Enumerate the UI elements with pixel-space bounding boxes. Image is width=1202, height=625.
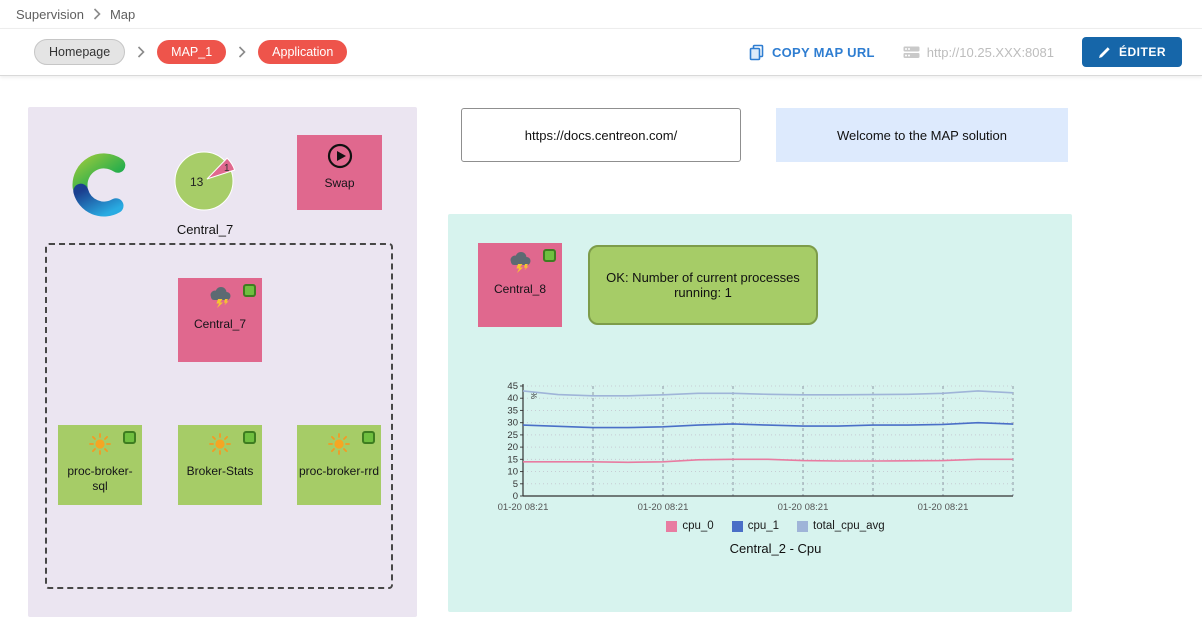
- status-ok-icon: [243, 284, 256, 297]
- svg-text:0: 0: [513, 491, 518, 502]
- svg-text:35: 35: [507, 405, 518, 416]
- pie-value-major: 13: [190, 175, 204, 189]
- right-map-panel: Central_8 OK: Number of current processe…: [448, 214, 1072, 612]
- svg-text:25: 25: [507, 430, 518, 441]
- legend-item-cpu-1: cpu_1: [731, 520, 780, 532]
- server-icon: [903, 46, 920, 58]
- breadcrumb-supervision[interactable]: Supervision: [16, 6, 84, 22]
- node-label: Central_7: [193, 317, 247, 331]
- legend-label: total_cpu_avg: [813, 520, 885, 532]
- svg-text:15: 15: [507, 454, 518, 465]
- chart-title: Central_2 - Cpu: [729, 541, 822, 556]
- copy-icon: [749, 44, 764, 60]
- node-label: proc-broker-sql: [67, 464, 133, 493]
- svg-text:01-20 08:21: 01-20 08:21: [918, 502, 969, 513]
- homepage-button[interactable]: Homepage: [34, 39, 126, 65]
- legend-label: cpu_0: [682, 520, 714, 532]
- centreon-logo: [62, 147, 146, 228]
- svg-text:45: 45: [507, 381, 518, 392]
- sun-icon: [209, 433, 231, 455]
- legend-swatch: [666, 520, 678, 532]
- node-label: Central_8: [493, 282, 547, 296]
- breadcrumb-map: Map: [109, 6, 136, 22]
- svg-text:5: 5: [513, 479, 518, 490]
- status-ok-icon: [123, 431, 136, 444]
- node-proc-broker-sql[interactable]: proc-broker-sql: [58, 425, 142, 505]
- legend-item-cpu-0: cpu_0: [666, 520, 714, 532]
- chart-legend: cpu_0 cpu_1 total_cpu_avg: [493, 520, 1058, 532]
- status-ok-icon: [362, 431, 375, 444]
- server-url-text: http://10.25.XXX:8081: [926, 44, 1054, 60]
- svg-text:10: 10: [507, 467, 518, 478]
- node-central-7[interactable]: Central_7: [178, 278, 262, 362]
- copy-map-url-label: COPY MAP URL: [771, 44, 875, 60]
- status-ok-icon: [243, 431, 256, 444]
- svg-text:40: 40: [507, 393, 518, 404]
- pie-node-label: Central_7: [176, 222, 234, 237]
- breadcrumb: Supervision Map: [0, 0, 1202, 28]
- pie-chart-node[interactable]: 13 1 Central_7: [170, 143, 240, 237]
- map-1-button[interactable]: MAP_1: [157, 40, 227, 64]
- application-button[interactable]: Application: [258, 40, 348, 64]
- play-icon: [327, 143, 352, 169]
- status-message-widget: OK: Number of current processes running:…: [588, 245, 818, 325]
- legend-item-total-cpu-avg: total_cpu_avg: [797, 520, 885, 532]
- cpu-chart-widget: 0 5 10 15 20 25 30 35 40 45 01-20 08:21 01-20 08:21…: [493, 380, 1058, 556]
- chevron-right-icon: [239, 46, 246, 58]
- welcome-widget: Welcome to the MAP solution: [776, 108, 1068, 162]
- svg-text:01-20 08:21: 01-20 08:21: [778, 502, 829, 513]
- legend-swatch: [797, 520, 809, 532]
- node-icon-row: [178, 284, 262, 311]
- node-central-8[interactable]: Central_8: [478, 243, 562, 327]
- storm-cloud-icon: [510, 252, 531, 273]
- node-label: Broker-Stats: [186, 464, 254, 478]
- node-icon-row: [297, 431, 381, 458]
- docs-link-widget[interactable]: https://docs.centreon.com/: [461, 108, 741, 162]
- node-proc-broker-rrd[interactable]: proc-broker-rrd: [297, 425, 381, 505]
- pie-chart-icon: 13 1: [174, 151, 236, 211]
- chevron-right-icon: [93, 8, 101, 20]
- pie-value-minor: 1: [224, 163, 230, 174]
- legend-swatch: [731, 520, 743, 532]
- node-icon-row: [478, 249, 562, 276]
- svg-text:20: 20: [507, 442, 518, 453]
- map-toolbar: Homepage MAP_1 Application COPY MAP URL: [0, 28, 1202, 76]
- sun-icon: [89, 433, 111, 455]
- sun-icon: [328, 433, 350, 455]
- legend-label: cpu_1: [747, 520, 780, 532]
- pencil-icon: [1098, 46, 1110, 58]
- svg-text:01-20 08:21: 01-20 08:21: [498, 502, 549, 513]
- node-group-container: [45, 243, 393, 589]
- node-icon-row: [178, 431, 262, 458]
- svg-text:30: 30: [507, 418, 518, 429]
- storm-cloud-icon: [210, 287, 231, 308]
- copy-map-url-button[interactable]: COPY MAP URL: [749, 44, 875, 61]
- node-swap[interactable]: Swap: [297, 135, 382, 210]
- status-ok-icon: [543, 249, 556, 262]
- svg-text:%: %: [529, 392, 538, 399]
- server-url: http://10.25.XXX:8081: [903, 45, 1054, 60]
- node-label: Swap: [324, 176, 355, 190]
- left-map-panel: 13 1 Central_7 Swap: [28, 107, 417, 617]
- toolbar-right: COPY MAP URL http://10.25.XXX:8081 ÉDITE…: [749, 37, 1182, 67]
- edit-button[interactable]: ÉDITER: [1081, 37, 1182, 67]
- edit-button-label: ÉDITER: [1118, 45, 1166, 59]
- node-label: proc-broker-rrd: [299, 464, 380, 478]
- node-icon-row: [58, 431, 142, 458]
- map-canvas: 13 1 Central_7 Swap: [0, 76, 1202, 625]
- node-broker-stats[interactable]: Broker-Stats: [178, 425, 262, 505]
- chevron-right-icon: [138, 46, 145, 58]
- svg-text:01-20 08:21: 01-20 08:21: [638, 502, 689, 513]
